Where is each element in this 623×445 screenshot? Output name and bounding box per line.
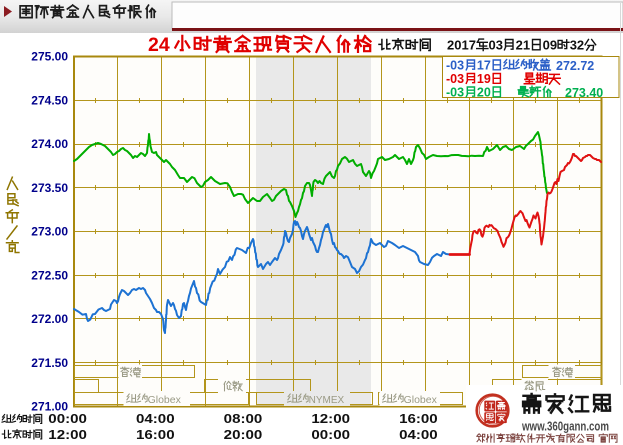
svg-text:275.00: 275.00	[31, 50, 68, 64]
svg-text:04:00: 04:00	[136, 411, 175, 426]
svg-text:32: 32	[570, 38, 584, 53]
svg-text:272.00: 272.00	[31, 312, 68, 326]
svg-text:21: 21	[516, 38, 530, 53]
svg-text:16:00: 16:00	[136, 427, 175, 442]
svg-text:2017: 2017	[447, 38, 476, 53]
svg-text:272.72: 272.72	[556, 59, 594, 73]
svg-text:www.360gann.com: www.360gann.com	[521, 420, 609, 434]
svg-text:-03: -03	[446, 86, 464, 100]
svg-text:04:00: 04:00	[399, 427, 438, 442]
svg-text:00:00: 00:00	[48, 411, 87, 426]
svg-text:Globex: Globex	[404, 394, 438, 406]
svg-text:273.00: 273.00	[31, 225, 68, 239]
svg-text:20:00: 20:00	[224, 427, 263, 442]
svg-text:274.50: 274.50	[31, 94, 68, 108]
svg-text:-03: -03	[446, 72, 464, 86]
svg-text:Globex: Globex	[148, 394, 182, 406]
svg-text:08:00: 08:00	[224, 411, 263, 426]
svg-text:273.40: 273.40	[565, 86, 603, 100]
svg-text:NYMEX: NYMEX	[309, 395, 345, 406]
svg-text:12:00: 12:00	[48, 427, 87, 442]
svg-text:272.50: 272.50	[31, 268, 68, 282]
svg-text:273.50: 273.50	[31, 181, 68, 195]
svg-text:20: 20	[477, 86, 491, 100]
svg-text:274.00: 274.00	[31, 137, 68, 151]
svg-text:12:00: 12:00	[311, 411, 350, 426]
svg-text:271.50: 271.50	[31, 356, 68, 370]
svg-text:09: 09	[543, 38, 557, 53]
svg-text:17: 17	[477, 59, 491, 73]
svg-text:271.00: 271.00	[31, 400, 68, 414]
svg-text:-03: -03	[446, 59, 464, 73]
svg-text:19: 19	[477, 72, 491, 86]
svg-text:24: 24	[148, 34, 170, 56]
svg-text:03: 03	[489, 38, 503, 53]
svg-text:16:00: 16:00	[399, 411, 438, 426]
svg-text:00:00: 00:00	[311, 427, 350, 442]
